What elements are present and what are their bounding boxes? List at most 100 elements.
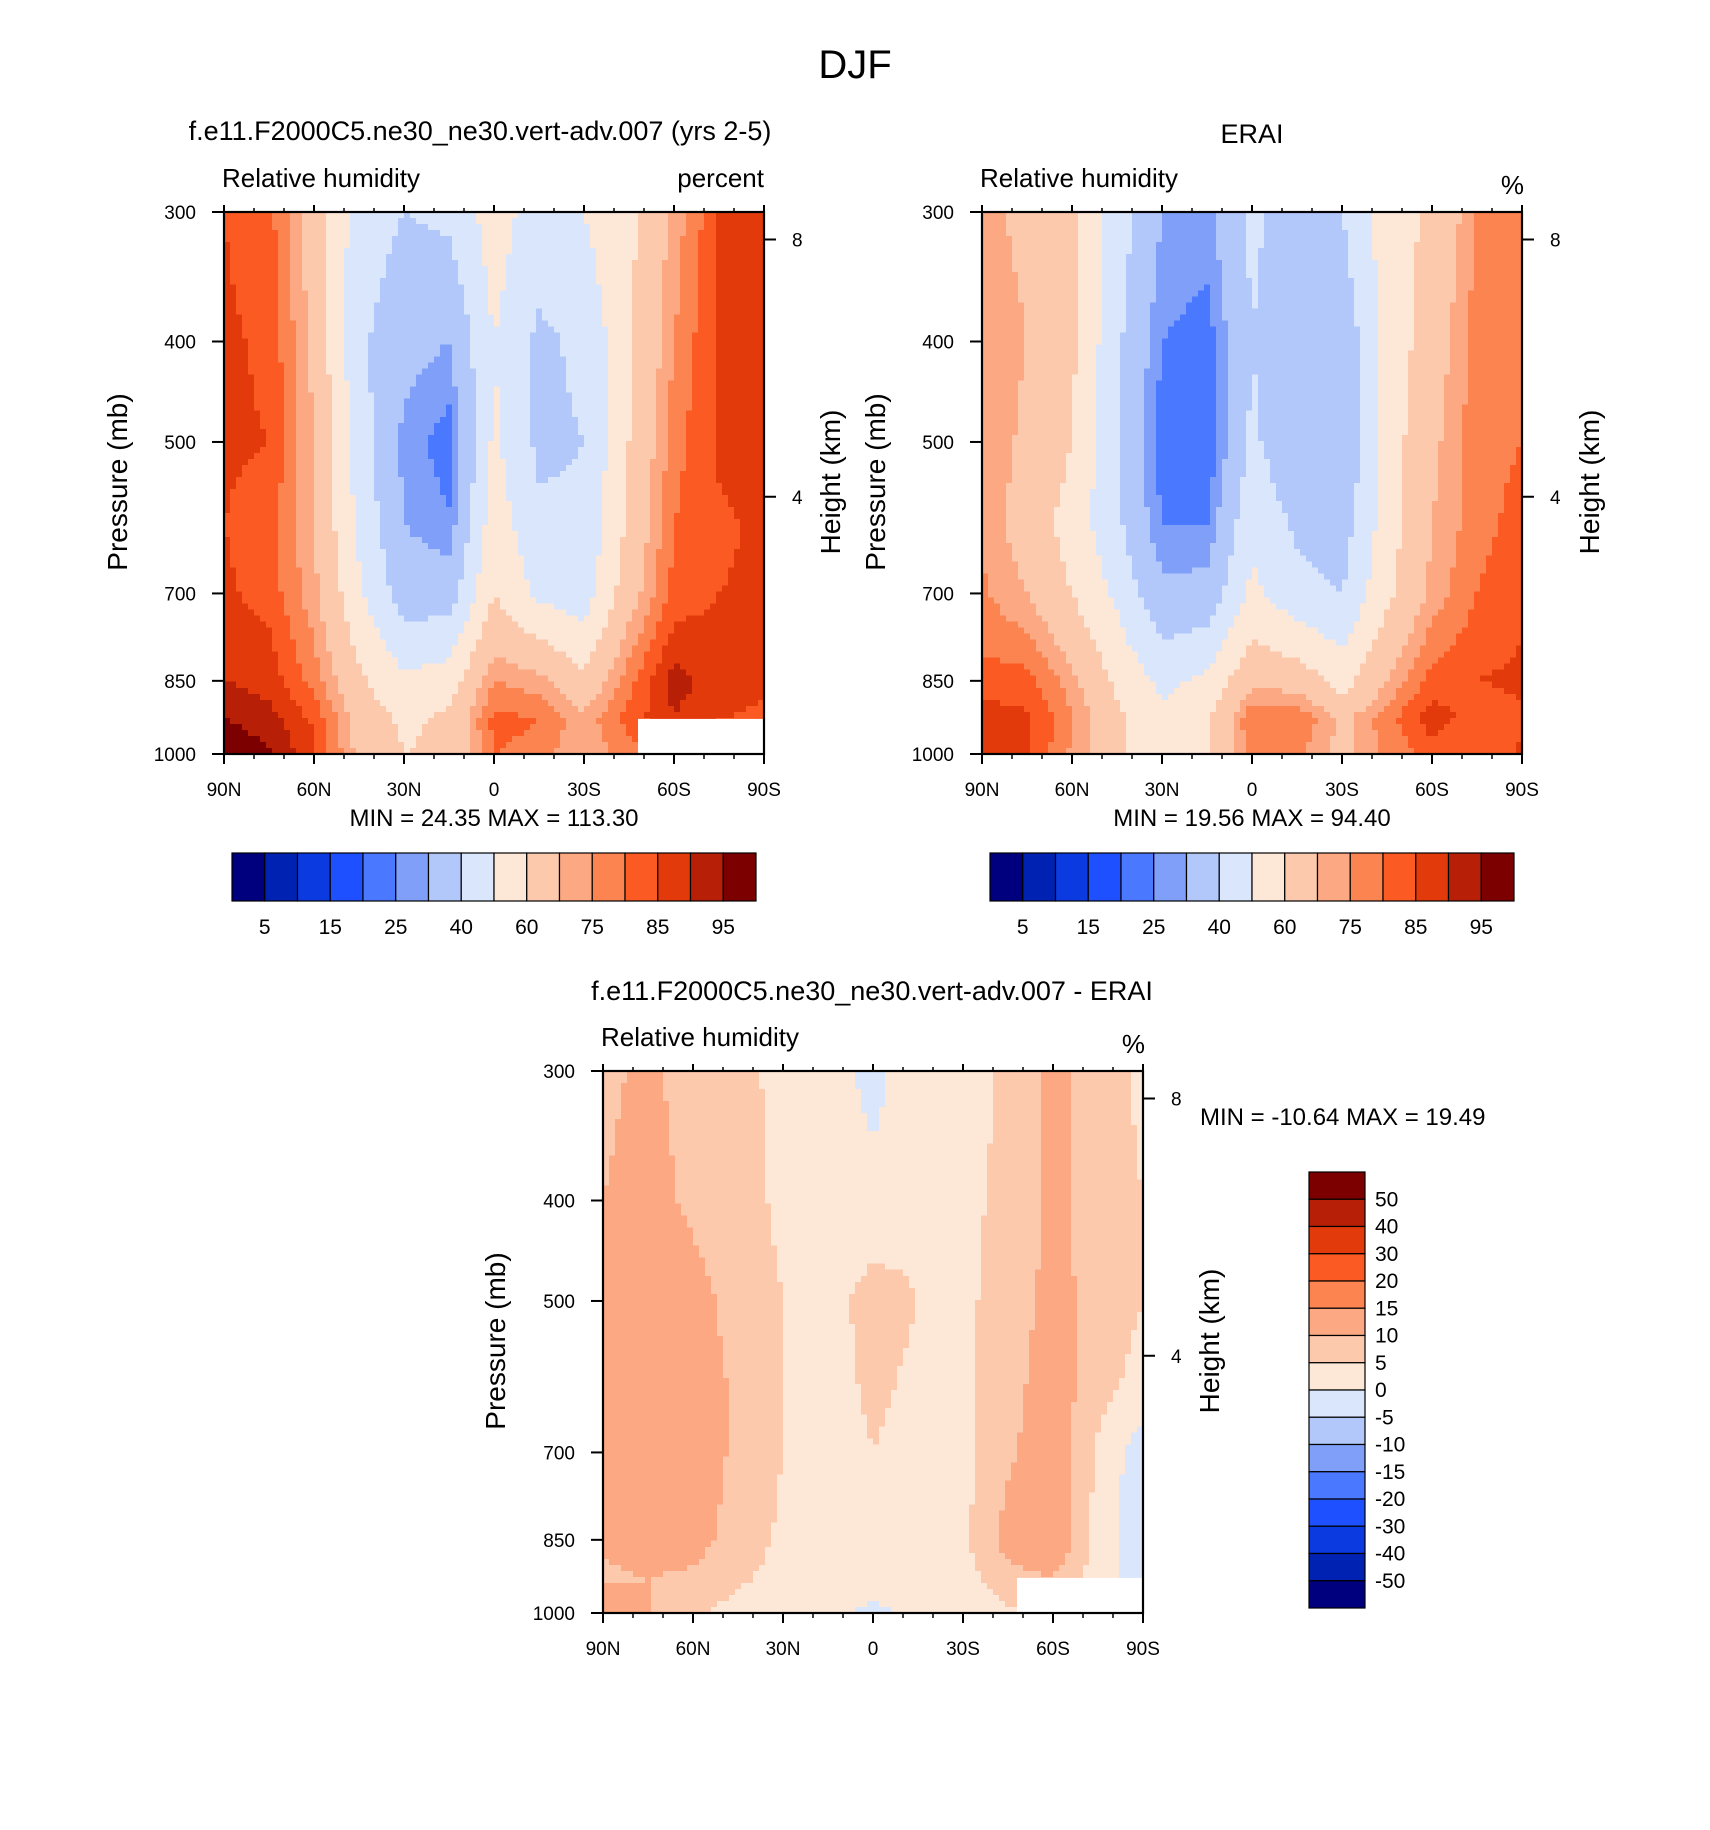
field-cell (668, 254, 675, 261)
field-cell (458, 248, 465, 255)
field-cell (296, 248, 303, 255)
field-cell (728, 242, 735, 249)
field-cell (314, 314, 321, 321)
field-cell (398, 260, 405, 267)
field-cell (536, 218, 543, 225)
field-cell (548, 314, 555, 321)
field-cell (668, 272, 675, 279)
field-cell (662, 248, 669, 255)
field-cell (350, 302, 357, 309)
field-cell (746, 308, 753, 315)
field-cell (572, 278, 579, 285)
field-cell (530, 224, 537, 231)
field-cell (626, 218, 633, 225)
field-cell (590, 266, 597, 273)
field-cell (752, 260, 759, 267)
field-cell (458, 290, 465, 297)
field-cell (530, 278, 537, 285)
field-cell (236, 302, 243, 309)
field-cell (680, 242, 687, 249)
field-cell (344, 248, 351, 255)
field-cell (578, 290, 585, 297)
field-cell (374, 296, 381, 303)
field-cell (428, 314, 435, 321)
field-cell (470, 272, 477, 279)
field-cell (404, 302, 411, 309)
field-cell (662, 278, 669, 285)
field-cell (752, 248, 759, 255)
field-cell (692, 308, 699, 315)
field-cell (488, 266, 495, 273)
field-cell (662, 272, 669, 279)
field-cell (668, 314, 675, 321)
field-cell (596, 236, 603, 243)
field-cell (410, 284, 417, 291)
field-cell (650, 320, 657, 327)
field-cell (356, 314, 363, 321)
field-cell (746, 236, 753, 243)
field-cell (500, 320, 507, 327)
field-cell (410, 272, 417, 279)
field-cell (644, 230, 651, 237)
field-cell (470, 314, 477, 321)
field-cell (392, 278, 399, 285)
field-cell (524, 314, 531, 321)
field-cell (686, 284, 693, 291)
field-cell (236, 230, 243, 237)
field-cell (626, 308, 633, 315)
field-cell (398, 272, 405, 279)
field-cell (746, 290, 753, 297)
field-cell (266, 308, 273, 315)
field-cell (506, 278, 513, 285)
field-cell (308, 254, 315, 261)
field-cell (512, 296, 519, 303)
field-cell (302, 308, 309, 315)
field-cell (722, 296, 729, 303)
field-cell (716, 224, 723, 231)
field-cell (410, 236, 417, 243)
field-cell (608, 236, 615, 243)
field-cell (326, 320, 333, 327)
field-cell (290, 242, 297, 249)
field-cell (572, 218, 579, 225)
field-cell (674, 254, 681, 261)
field-cell (536, 230, 543, 237)
field-cell (476, 296, 483, 303)
field-cell (560, 218, 567, 225)
field-cell (392, 290, 399, 297)
field-cell (416, 242, 423, 249)
field-cell (584, 224, 591, 231)
field-cell (716, 278, 723, 285)
field-cell (686, 224, 693, 231)
field-cell (302, 266, 309, 273)
field-cell (506, 272, 513, 279)
field-cell (440, 224, 447, 231)
field-cell (716, 320, 723, 327)
field-cell (722, 236, 729, 243)
field-cell (452, 218, 459, 225)
field-cell (428, 272, 435, 279)
field-cell (500, 254, 507, 261)
field-cell (566, 272, 573, 279)
field-cell (686, 290, 693, 297)
field-cell (350, 314, 357, 321)
field-cell (332, 224, 339, 231)
field-cell (296, 218, 303, 225)
field-cell (392, 320, 399, 327)
field-cell (416, 218, 423, 225)
field-cell (602, 290, 609, 297)
field-cell (518, 320, 525, 327)
field-cell (734, 320, 741, 327)
field-cell (368, 290, 375, 297)
field-cell (608, 320, 615, 327)
field-cell (458, 284, 465, 291)
field-cell (488, 284, 495, 291)
field-cell (446, 254, 453, 261)
field-cell (560, 260, 567, 267)
field-cell (698, 302, 705, 309)
field-cell (464, 320, 471, 327)
field-cell (740, 230, 747, 237)
field-cell (548, 278, 555, 285)
field-cell (410, 278, 417, 285)
field-cell (704, 230, 711, 237)
